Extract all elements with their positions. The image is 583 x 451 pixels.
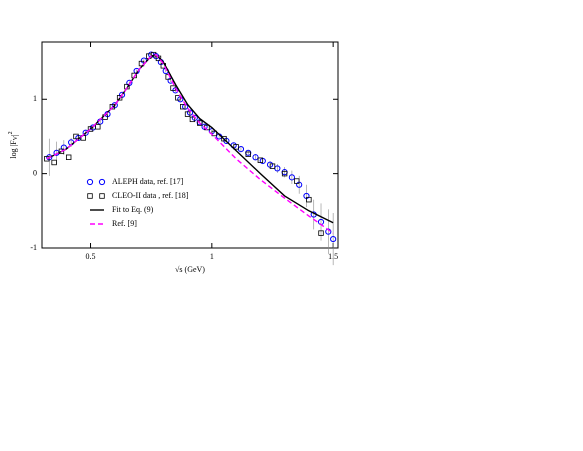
- fit-line: [46, 53, 334, 224]
- data-point: [184, 111, 191, 117]
- data-point: [257, 157, 264, 163]
- y-axis-label: log |FV|2: [8, 131, 19, 158]
- x-tick-label: 1: [210, 252, 214, 261]
- data-point: [73, 133, 79, 140]
- y-tick-label: 1: [33, 94, 37, 103]
- legend-marker: [99, 193, 105, 199]
- data-point: [330, 235, 337, 243]
- legend-label: CLEO-II data , ref. [18]: [112, 191, 189, 200]
- data-point: [306, 196, 312, 203]
- y-label-main: log |F: [9, 140, 18, 159]
- data-point: [221, 135, 227, 142]
- data-point: [252, 154, 259, 161]
- y-label-sub: V: [13, 135, 19, 140]
- data-point: [233, 144, 239, 150]
- data-point: [318, 230, 324, 236]
- data-point: [245, 151, 251, 157]
- data-point: [58, 148, 65, 155]
- data-point: [269, 163, 276, 169]
- data-point: [65, 154, 72, 160]
- data-point: [87, 126, 94, 132]
- data-point: [180, 104, 186, 110]
- x-tick-label: 0.5: [86, 252, 96, 261]
- x-axis-label: √s (GeV): [175, 265, 205, 274]
- data-point: [197, 120, 203, 126]
- y-tick-label: 0: [33, 168, 37, 177]
- data-point: [155, 55, 162, 62]
- data-point: [294, 178, 300, 184]
- data-point: [116, 95, 123, 101]
- data-point: [109, 104, 116, 110]
- legend-marker: [86, 178, 94, 186]
- data-point: [281, 170, 288, 177]
- fit-line: [46, 53, 334, 234]
- data-point: [44, 156, 50, 162]
- plot-frame: [41, 41, 339, 249]
- y-label-sup: 2: [8, 131, 14, 134]
- legend-label: ALEPH data, ref. [17]: [112, 177, 184, 186]
- y-tick-label: -1: [30, 243, 37, 252]
- data-point: [95, 124, 101, 130]
- legend-label: Ref. [9]: [112, 219, 137, 228]
- legend-marker: [98, 178, 106, 186]
- data-point: [51, 159, 57, 166]
- legend-marker: [87, 193, 93, 199]
- legend-label: Fit to Eq. (9): [112, 205, 154, 214]
- data-point: [175, 95, 181, 101]
- data-point: [189, 116, 196, 123]
- data-point: [288, 174, 296, 181]
